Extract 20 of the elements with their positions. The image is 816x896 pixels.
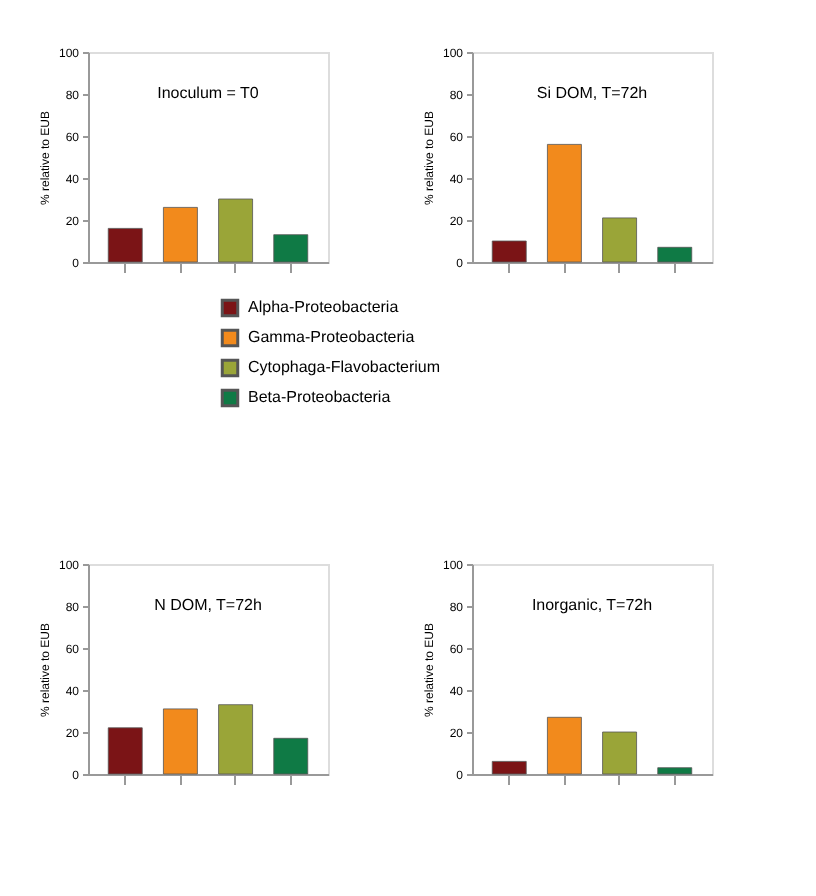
text: Inoculum = T0 bbox=[157, 84, 260, 102]
bar bbox=[218, 704, 253, 775]
bar bbox=[602, 731, 637, 775]
text: Inorganic, T=72h bbox=[531, 596, 653, 614]
text: N DOM, T=72h bbox=[154, 596, 262, 614]
legend-label: Cytophaga-Flavobacterium bbox=[248, 358, 441, 376]
bar bbox=[107, 727, 143, 775]
bar bbox=[163, 708, 198, 775]
bar bbox=[657, 767, 693, 775]
bar bbox=[547, 144, 582, 263]
legend-label: Alpha-Proteobacteria bbox=[248, 298, 400, 316]
text: Si DOM, T=72h bbox=[536, 84, 648, 102]
bar bbox=[602, 217, 637, 263]
bar bbox=[657, 246, 693, 263]
bar bbox=[273, 737, 309, 775]
bar bbox=[491, 761, 527, 775]
bar bbox=[547, 716, 582, 775]
legend-label: Beta-Proteobacteria bbox=[248, 388, 392, 406]
bar bbox=[491, 240, 527, 263]
legend-label: Gamma-Proteobacteria bbox=[248, 328, 416, 346]
